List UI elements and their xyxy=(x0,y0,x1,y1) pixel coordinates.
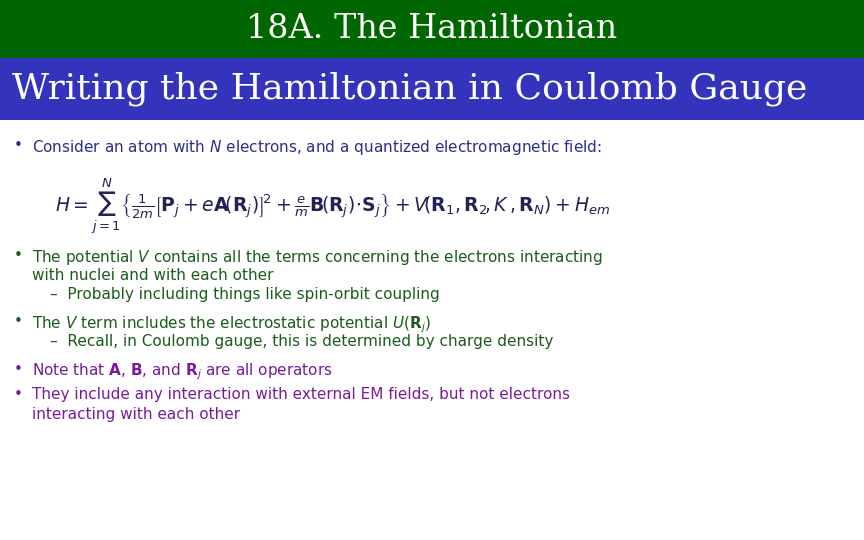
Text: The $\it{V}$ term includes the electrostatic potential $\it{U}$($\mathbf{R}_j$): The $\it{V}$ term includes the electrost… xyxy=(32,314,431,335)
Text: interacting with each other: interacting with each other xyxy=(32,407,240,422)
Text: Writing the Hamiltonian in Coulomb Gauge: Writing the Hamiltonian in Coulomb Gauge xyxy=(12,72,807,106)
Text: Note that $\mathbf{A}$, $\mathbf{B}$, and $\mathbf{R}_j$ are all operators: Note that $\mathbf{A}$, $\mathbf{B}$, an… xyxy=(32,361,333,382)
Text: The potential $\it{V}$ contains all the terms concerning the electrons interacti: The potential $\it{V}$ contains all the … xyxy=(32,248,603,267)
Text: •: • xyxy=(14,248,22,263)
Text: with nuclei and with each other: with nuclei and with each other xyxy=(32,267,274,282)
Text: •: • xyxy=(14,387,22,402)
Text: –  Probably including things like spin-orbit coupling: – Probably including things like spin-or… xyxy=(50,287,440,302)
Text: $H = \sum_{j=1}^{N} \left\{ \frac{1}{2m}\left[\mathbf{P}_j + e\mathbf{A}\!\left(: $H = \sum_{j=1}^{N} \left\{ \frac{1}{2m}… xyxy=(55,176,610,235)
Bar xyxy=(0,0,864,58)
Text: •: • xyxy=(14,361,22,376)
Text: •: • xyxy=(14,314,22,329)
Text: Consider an atom with $\it{N}$ electrons, and a quantized electromagnetic field:: Consider an atom with $\it{N}$ electrons… xyxy=(32,138,602,157)
Text: 18A. The Hamiltonian: 18A. The Hamiltonian xyxy=(246,13,618,45)
Bar xyxy=(0,58,864,120)
Text: They include any interaction with external EM fields, but not electrons: They include any interaction with extern… xyxy=(32,387,570,402)
Text: •: • xyxy=(14,138,22,153)
Text: –  Recall, in Coulomb gauge, this is determined by charge density: – Recall, in Coulomb gauge, this is dete… xyxy=(50,334,553,349)
